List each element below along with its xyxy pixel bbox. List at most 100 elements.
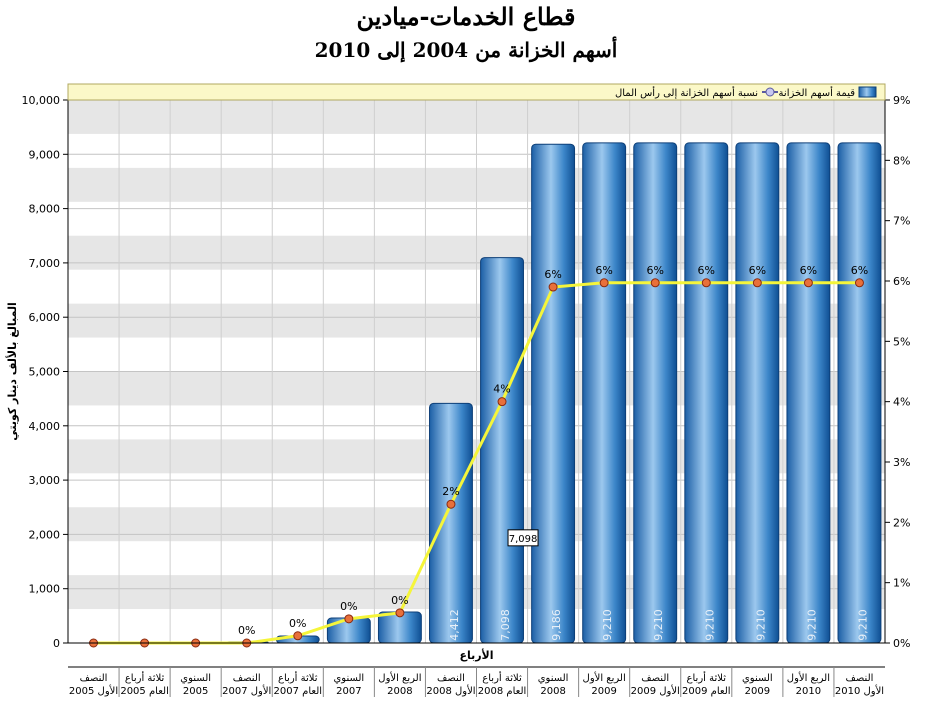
ratio-point	[497, 397, 507, 407]
x-tick-label-line1: النصف	[233, 673, 261, 684]
ratio-point	[752, 278, 762, 288]
x-tick-label-line1: ثلاثة أرباع	[482, 671, 522, 684]
bar	[531, 143, 576, 644]
x-axis-title: الأرباع	[459, 648, 493, 662]
x-tick-label-line2: الأول 2009	[631, 684, 680, 697]
chart-title: قطاع الخدمات-ميادين	[356, 2, 576, 31]
legend-label-bar: قيمة أسهم الخزانة	[779, 86, 856, 99]
x-tick-label-line2: 2008	[540, 686, 565, 697]
x-tick-label-line2: العام 2005	[120, 686, 169, 697]
y-tick-label: 4,000	[29, 420, 61, 433]
x-tick-label-line2: الأول 2005	[69, 684, 118, 697]
x-tick-label-line1: السنوي	[333, 673, 364, 684]
ratio-value-label: 6%	[698, 264, 715, 277]
x-tick-label-line2: 2010	[796, 686, 821, 697]
bar-value-label: 9,210	[703, 609, 716, 641]
x-tick-label-line1: الربع الأول	[378, 671, 421, 684]
y2-tick-label: 2%	[893, 516, 910, 529]
y-tick-label: 9,000	[29, 148, 61, 161]
y-tick-label: 10,000	[22, 94, 61, 107]
ratio-value-label: 6%	[544, 268, 561, 281]
tooltip-text: 7,098	[509, 534, 538, 545]
ratio-value-label: 0%	[289, 617, 306, 630]
ratio-value-label: 0%	[238, 624, 255, 637]
bar	[429, 402, 473, 644]
ratio-value-label: 0%	[340, 600, 357, 613]
x-tick-label-line1: الربع الأول	[787, 671, 830, 684]
bar-value-label: 9,186	[550, 609, 563, 641]
bar	[633, 142, 678, 644]
y-axis-title: المبالغ بالألف دينار كويتي	[5, 302, 19, 440]
y2-tick-label: 8%	[893, 154, 910, 167]
bar	[735, 142, 780, 644]
ratio-point	[446, 499, 456, 509]
ratio-value-label: 6%	[800, 264, 817, 277]
bar	[786, 142, 831, 644]
y2-tick-label: 4%	[893, 396, 910, 409]
x-tick-label-line1: السنوي	[742, 673, 773, 684]
x-tick-label-line1: ثلاثة أرباع	[687, 671, 727, 684]
ratio-point	[293, 631, 303, 641]
y-tick-label: 0	[53, 637, 60, 650]
ratio-point	[548, 282, 558, 292]
tooltip-box	[507, 529, 539, 547]
y2-tick-label: 7%	[893, 215, 910, 228]
ratio-point	[854, 278, 864, 288]
ratio-value-label: 6%	[749, 264, 766, 277]
y2-tick-label: 6%	[893, 275, 910, 288]
x-tick-label-line2: 2008	[387, 686, 412, 697]
ratio-point	[344, 614, 354, 624]
y-tick-label: 8,000	[29, 203, 61, 216]
bar	[837, 142, 882, 644]
ratio-value-label: 2%	[442, 485, 459, 498]
y-tick-label: 5,000	[29, 366, 61, 379]
x-tick-label-line2: 2009	[591, 686, 616, 697]
legend-swatch-marker	[765, 87, 775, 97]
y2-tick-label: 9%	[893, 94, 910, 107]
ratio-point	[650, 278, 660, 288]
ratio-value-label: 6%	[595, 264, 612, 277]
legend-label-line: نسبة أسهم الخزانة إلى رأس المال	[615, 86, 758, 99]
x-tick-label-line1: الربع الأول	[583, 671, 626, 684]
x-tick-label-line1: النصف	[846, 673, 874, 684]
x-tick-label-line2: الأول 2007	[222, 684, 271, 697]
bar-value-label: 7,098	[499, 609, 512, 641]
bar-value-label: 9,210	[805, 609, 818, 641]
x-tick-label-line2: 2005	[183, 686, 208, 697]
bar	[582, 142, 627, 644]
y2-tick-label: 3%	[893, 456, 910, 469]
ratio-point	[395, 608, 405, 618]
y-tick-label: 7,000	[29, 257, 61, 270]
y-tick-label: 2,000	[29, 528, 61, 541]
y2-tick-label: 0%	[893, 637, 910, 650]
bar-value-label: 4,412	[448, 609, 461, 641]
bar-value-label: 9,210	[652, 609, 665, 641]
x-tick-label-line1: النصف	[641, 673, 669, 684]
ratio-point	[803, 278, 813, 288]
x-tick-label-line2: العام 2008	[478, 686, 527, 697]
ratio-value-label: 4%	[493, 383, 510, 396]
bar-value-label: 9,210	[754, 609, 767, 641]
y2-tick-label: 5%	[893, 335, 910, 348]
x-tick-label-line2: الأول 2010	[835, 684, 884, 697]
x-tick-label-line2: الأول 2008	[426, 684, 475, 697]
bar	[480, 257, 524, 644]
chart-subtitle: أسهم الخزانة من 2004 إلى 2010	[314, 38, 618, 62]
x-tick-label-line2: 2009	[745, 686, 770, 697]
ratio-value-label: 6%	[851, 264, 868, 277]
x-tick-label-line1: ثلاثة أرباع	[125, 671, 165, 684]
ratio-point	[701, 278, 711, 288]
y2-tick-label: 1%	[893, 577, 910, 590]
ratio-value-label: 0%	[391, 594, 408, 607]
y-tick-label: 1,000	[29, 583, 61, 596]
x-tick-label-line1: النصف	[437, 673, 465, 684]
x-tick-label-line2: العام 2007	[274, 686, 323, 697]
bar-value-label: 9,210	[601, 609, 614, 641]
ratio-point	[599, 278, 609, 288]
legend-box	[67, 83, 886, 101]
y-tick-label: 3,000	[29, 474, 61, 487]
x-tick-label-line1: ثلاثة أرباع	[278, 671, 318, 684]
y-tick-label: 6,000	[29, 311, 61, 324]
x-tick-label-line2: العام 2009	[682, 686, 731, 697]
